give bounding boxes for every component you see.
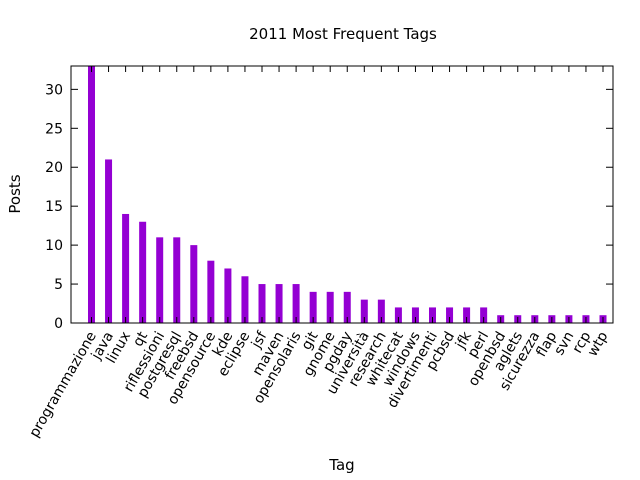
x-tick-label: wtp: [585, 329, 612, 359]
bar: [309, 291, 317, 323]
bar: [377, 299, 385, 323]
bar: [139, 221, 147, 323]
bar: [156, 237, 164, 323]
bar: [411, 307, 419, 323]
bars: [88, 66, 607, 323]
bar: [275, 284, 283, 323]
y-tick-label: 30: [45, 82, 63, 98]
y-tick-label: 5: [54, 277, 63, 293]
bar: [190, 245, 198, 323]
bar: [360, 299, 368, 323]
bar: [105, 159, 113, 323]
bar: [241, 276, 249, 323]
y-tick-label: 0: [54, 316, 63, 332]
y-tick-label: 15: [45, 199, 63, 215]
bar: [480, 307, 488, 323]
chart-title: 2011 Most Frequent Tags: [249, 25, 437, 43]
bar: [224, 268, 232, 323]
x-axis-ticks: programmazionejavalinuxqtriflessionipost…: [26, 66, 612, 440]
bar: [173, 237, 181, 323]
bar: [394, 307, 402, 323]
bar: [292, 284, 300, 323]
bar: [463, 307, 471, 323]
y-tick-label: 10: [45, 238, 63, 254]
y-axis-ticks: 0 5 10 15 20 25 30: [45, 82, 613, 332]
x-axis-label: Tag: [328, 456, 354, 474]
plot-frame: [70, 65, 614, 324]
y-axis-label: Posts: [6, 174, 24, 213]
bar: [429, 307, 436, 323]
bar: [446, 307, 454, 323]
bar: [88, 66, 95, 323]
y-tick-label: 25: [45, 121, 63, 137]
bar: [207, 260, 215, 323]
x-tick-label: jsf: [248, 328, 271, 352]
x-tick-label: programmazione: [26, 329, 99, 440]
bar: [122, 213, 130, 323]
bar: [343, 291, 351, 323]
y-tick-label: 20: [45, 160, 63, 176]
bar: [326, 291, 334, 323]
bar: [258, 284, 266, 323]
